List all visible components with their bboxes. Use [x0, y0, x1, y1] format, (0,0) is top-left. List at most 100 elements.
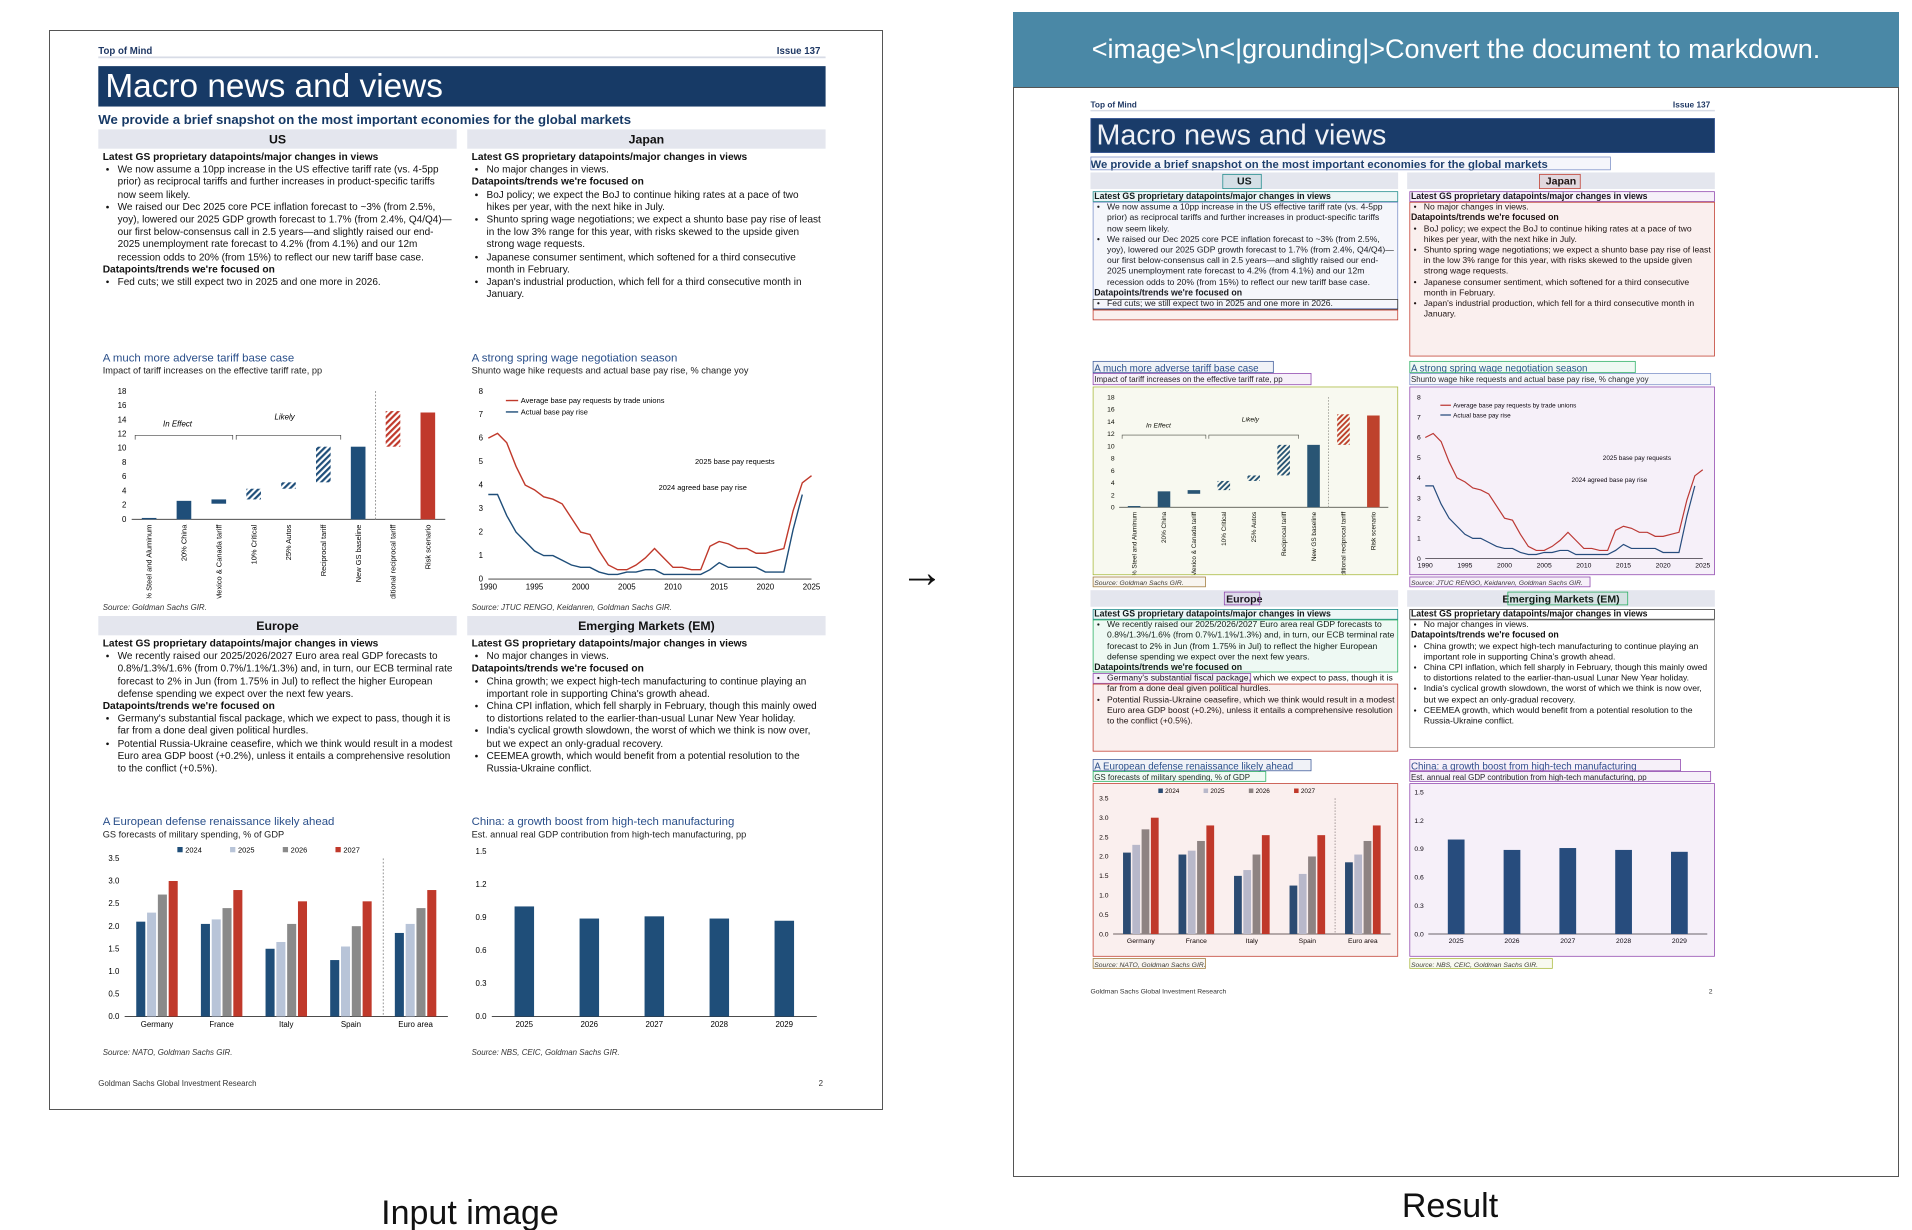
- bar: [281, 482, 296, 489]
- legend-swatch: [335, 846, 341, 853]
- y-tick-label: 18: [1107, 394, 1115, 401]
- section-heading: Datapoints/trends we're focused on: [1410, 630, 1559, 641]
- legend-label: Average base pay requests by trade union…: [1453, 402, 1576, 409]
- y-tick-label: 7: [479, 410, 483, 419]
- y-tick-label: 3: [479, 504, 484, 513]
- y-tick-label: 12: [1107, 431, 1115, 438]
- section-heading: Datapoints/trends we're focused on: [471, 662, 644, 675]
- x-tick-label: 2020: [757, 583, 775, 592]
- x-tick-label: Reciprocal tariff: [1281, 512, 1288, 557]
- y-tick-label: 0: [1417, 556, 1421, 563]
- legend-swatch: [1203, 788, 1209, 794]
- bar: [1132, 844, 1141, 935]
- bar: [246, 488, 261, 500]
- annotation: In Effect: [163, 420, 193, 429]
- y-tick-label: 1.0: [108, 967, 120, 976]
- bar: [1363, 840, 1372, 935]
- bullet-list: We recently raised our 2025/2026/2027 Eu…: [1094, 620, 1396, 663]
- x-tick-label: Euro area: [398, 1020, 433, 1029]
- bar: [774, 920, 795, 1017]
- legend-label: Actual base pay rise: [521, 408, 588, 417]
- y-tick-label: 1.5: [108, 944, 120, 953]
- bullet-item: No major changes in views.: [1424, 202, 1713, 213]
- legend-label: 2024: [185, 845, 202, 854]
- bar: [1615, 849, 1632, 935]
- bracket: [1121, 434, 1207, 439]
- footer-left: Goldman Sachs Global Investment Research: [1090, 987, 1227, 996]
- y-tick-label: 5: [479, 457, 484, 466]
- y-tick-label: 0: [122, 515, 127, 524]
- legend-swatch: [177, 846, 183, 853]
- legend-label: 2025: [1210, 788, 1225, 795]
- input-document-page: Top of Mind Issue 137 Macro news and vie…: [49, 30, 883, 1110]
- x-tick-label: New GS baseline: [1311, 511, 1318, 561]
- bullet-list: China growth; we expect high-tech manufa…: [472, 675, 823, 775]
- bullet-list: We now assume a 10pp increase in the US …: [103, 164, 454, 264]
- x-tick-label: 1990: [1418, 563, 1433, 570]
- bar: [1178, 854, 1187, 935]
- bar: [168, 881, 178, 1017]
- legend-swatch: [230, 846, 236, 853]
- japan-chart-subtitle: Shunto wage hike requests and actual bas…: [1410, 375, 1649, 385]
- bullet-item: Fed cuts; we still expect two in 2025 an…: [118, 276, 454, 288]
- bullet-item: Japanese consumer sentiment, which softe…: [487, 251, 823, 276]
- legend-swatch: [1294, 788, 1299, 794]
- bullet-item: Germany's substantial fiscal package, wh…: [118, 713, 454, 738]
- x-tick-label: 1995: [526, 583, 544, 592]
- x-tick-label: Germany: [1127, 938, 1155, 945]
- legend-label: 2026: [1256, 788, 1271, 795]
- bar: [287, 923, 297, 1017]
- bullet-list: We now assume a 10pp increase in the US …: [1094, 202, 1396, 288]
- bullet-list: Germany's substantial fiscal package, wh…: [1094, 673, 1396, 727]
- y-tick-label: 10: [1107, 443, 1115, 450]
- bullet-item: Potential Russia-Ukraine ceasefire, whic…: [1107, 695, 1396, 727]
- x-tick-label: Risk scenario: [1371, 511, 1378, 550]
- y-tick-label: 1.5: [1414, 790, 1424, 797]
- bar: [1127, 506, 1141, 508]
- x-tick-label: Limited Mexico & Canada tariff: [214, 524, 223, 599]
- legend-label: 2024: [1165, 788, 1180, 795]
- bar: [644, 916, 665, 1017]
- y-tick-label: 3.5: [108, 854, 120, 863]
- y-tick-label: 2: [479, 528, 483, 537]
- bullet-list: No major changes in views.: [1411, 202, 1713, 213]
- y-tick-label: 14: [1107, 419, 1115, 426]
- china-bar-chart: 0.0 0.3 0.6 0.9 1.2 1.5 2025 2026 2027 2028 2029: [1414, 790, 1708, 945]
- x-tick-label: 10% Critical: [1221, 512, 1228, 546]
- section-heading: Latest GS proprietary datapoints/major c…: [102, 637, 379, 650]
- bar: [265, 948, 275, 1017]
- page-header: Top of Mind Issue 137: [1090, 99, 1715, 112]
- y-tick-label: 0.5: [108, 990, 120, 999]
- x-tick-label: 2029: [776, 1020, 794, 1029]
- bullet-item: We now assume a 10pp increase in the US …: [1107, 202, 1396, 234]
- bar: [297, 901, 308, 1017]
- bullet-list: Fed cuts; we still expect two in 2025 an…: [1094, 298, 1396, 309]
- x-tick-label: 2005: [1537, 563, 1552, 570]
- x-tick-label: 2025: [803, 583, 821, 592]
- bar: [157, 894, 167, 1017]
- x-tick-label: Reciprocal tariff: [319, 524, 328, 577]
- europe-text: Latest GS proprietary datapoints/major c…: [1094, 609, 1396, 755]
- bullet-item: No major changes in views.: [487, 650, 823, 662]
- japan-text: Latest GS proprietary datapoints/major c…: [472, 151, 823, 344]
- section-heading: Datapoints/trends we're focused on: [102, 263, 275, 276]
- bullet-item: Fed cuts; we still expect two in 2025 an…: [1107, 298, 1396, 309]
- defense-bar-chart: 0.0 0.5 1.0 1.5 2.0 2.5 3.0 3.5 2024 2025 2026 2027…: [1099, 788, 1391, 945]
- bullet-list: No major changes in views.: [472, 164, 823, 176]
- us-chart-title: A much more adverse tariff base case: [102, 350, 295, 364]
- section-heading: Latest GS proprietary datapoints/major c…: [1094, 191, 1331, 202]
- defense-bar-chart: 0.0 0.5 1.0 1.5 2.0 2.5 3.0 3.5 2024 2025 2026 2027…: [108, 845, 448, 1029]
- europe-chart-source: Source: NATO, Goldman Sachs GIR.: [102, 1048, 233, 1057]
- right-arrow-icon: →: [900, 548, 944, 597]
- page-title: Macro news and views: [98, 66, 826, 107]
- bar: [1367, 415, 1380, 508]
- bar: [1337, 414, 1350, 445]
- y-tick-label: 6: [1111, 468, 1115, 475]
- bullet-item: CEEMEA growth, which would benefit from …: [487, 750, 823, 775]
- series-line: [487, 432, 812, 571]
- japan-chart-title: A strong spring wage negotiation season: [1410, 362, 1588, 374]
- x-tick-label: 2027: [646, 1020, 664, 1029]
- europe-text: Latest GS proprietary datapoints/major c…: [103, 638, 454, 808]
- x-tick-label: Euro area: [1348, 938, 1378, 945]
- bullet-list: China growth; we expect high-tech manufa…: [1411, 641, 1713, 727]
